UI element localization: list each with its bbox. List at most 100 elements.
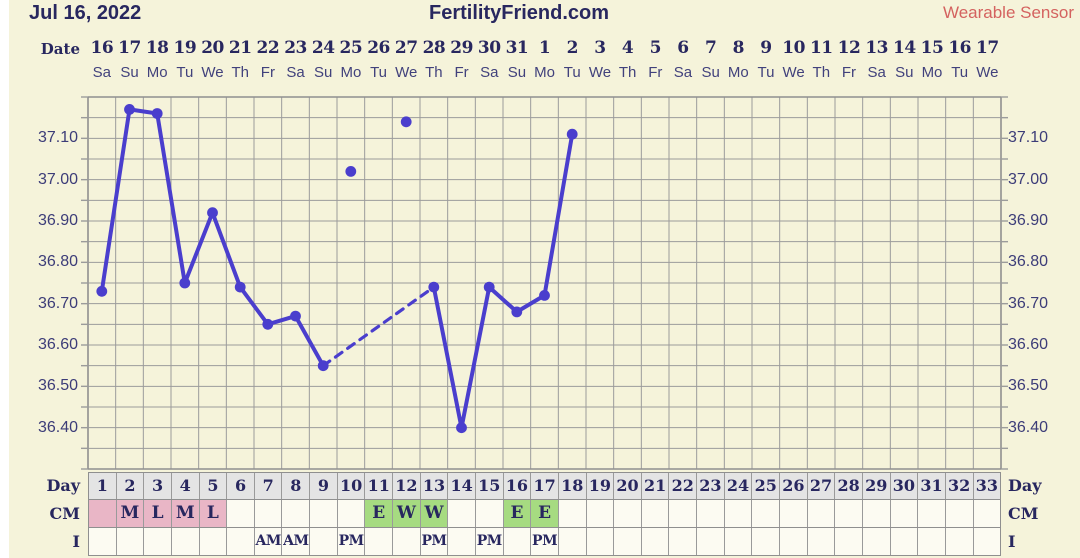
temp-point-day-15[interactable]: [483, 281, 495, 293]
day-cell-28[interactable]: 28: [835, 473, 863, 499]
cm-cell-23[interactable]: [697, 500, 725, 527]
cm-cell-25[interactable]: [752, 500, 781, 527]
cm-cell-10[interactable]: [337, 500, 366, 527]
cm-cell-20[interactable]: [614, 500, 642, 527]
day-cell-11[interactable]: 11: [365, 473, 394, 499]
cm-cell-5[interactable]: L: [199, 500, 228, 527]
day-cell-16[interactable]: 16: [503, 473, 532, 499]
cm-cell-2[interactable]: M: [116, 500, 145, 527]
intercourse-cell-10[interactable]: PM: [337, 528, 366, 555]
intercourse-cell-9[interactable]: [310, 528, 338, 555]
intercourse-cell-11[interactable]: [365, 528, 394, 555]
cm-cell-26[interactable]: [780, 500, 808, 527]
intercourse-cell-3[interactable]: [144, 528, 172, 555]
temp-point-day-3[interactable]: [151, 108, 163, 119]
day-cell-17[interactable]: 17: [531, 473, 559, 499]
temp-point-day-10[interactable]: [345, 166, 357, 177]
intercourse-cell-8[interactable]: AM: [282, 528, 311, 555]
day-cell-10[interactable]: 10: [337, 473, 366, 499]
day-cell-4[interactable]: 4: [171, 473, 200, 499]
intercourse-cell-23[interactable]: [697, 528, 725, 555]
intercourse-cell-20[interactable]: [614, 528, 642, 555]
intercourse-cell-31[interactable]: [918, 528, 946, 555]
cm-cell-3[interactable]: L: [144, 500, 172, 527]
intercourse-cell-19[interactable]: [586, 528, 615, 555]
temp-point-day-12[interactable]: [400, 116, 412, 128]
temp-point-day-6[interactable]: [234, 281, 246, 293]
day-cell-32[interactable]: 32: [945, 473, 974, 499]
temp-point-day-8[interactable]: [290, 310, 301, 322]
intercourse-cell-30[interactable]: [890, 528, 919, 555]
intercourse-cell-32[interactable]: [945, 528, 974, 555]
cm-cell-11[interactable]: E: [365, 500, 394, 527]
cm-cell-17[interactable]: E: [531, 500, 559, 527]
cm-cell-21[interactable]: [641, 500, 670, 527]
day-cell-13[interactable]: 13: [420, 473, 449, 499]
temp-point-day-7[interactable]: [262, 318, 274, 330]
intercourse-cell-17[interactable]: PM: [531, 528, 559, 555]
day-cell-30[interactable]: 30: [890, 473, 919, 499]
cm-cell-7[interactable]: [254, 500, 283, 527]
day-cell-21[interactable]: 21: [641, 473, 670, 499]
day-cell-25[interactable]: 25: [752, 473, 781, 499]
intercourse-cell-24[interactable]: [724, 528, 753, 555]
intercourse-cell-28[interactable]: [835, 528, 863, 555]
cm-cell-15[interactable]: [475, 500, 504, 527]
day-cell-12[interactable]: 12: [393, 473, 421, 499]
intercourse-cell-21[interactable]: [641, 528, 670, 555]
day-cell-26[interactable]: 26: [780, 473, 808, 499]
cm-cell-12[interactable]: W: [393, 500, 421, 527]
day-cell-29[interactable]: 29: [862, 473, 891, 499]
temp-point-day-17[interactable]: [539, 290, 550, 301]
cm-cell-30[interactable]: [890, 500, 919, 527]
intercourse-cell-5[interactable]: [199, 528, 228, 555]
cm-cell-8[interactable]: [282, 500, 311, 527]
cm-cell-13[interactable]: W: [420, 500, 449, 527]
day-cell-6[interactable]: 6: [227, 473, 255, 499]
day-cell-1[interactable]: 1: [89, 473, 117, 499]
intercourse-cell-12[interactable]: [393, 528, 421, 555]
cm-cell-4[interactable]: M: [171, 500, 200, 527]
cm-cell-29[interactable]: [862, 500, 891, 527]
intercourse-cell-27[interactable]: [807, 528, 836, 555]
day-cell-31[interactable]: 31: [918, 473, 946, 499]
day-cell-18[interactable]: 18: [558, 473, 587, 499]
day-cell-15[interactable]: 15: [475, 473, 504, 499]
intercourse-cell-7[interactable]: AM: [254, 528, 283, 555]
day-cell-24[interactable]: 24: [724, 473, 753, 499]
cm-cell-9[interactable]: [310, 500, 338, 527]
day-cell-23[interactable]: 23: [697, 473, 725, 499]
day-cell-19[interactable]: 19: [586, 473, 615, 499]
cm-cell-18[interactable]: [558, 500, 587, 527]
day-cell-3[interactable]: 3: [144, 473, 172, 499]
day-cell-14[interactable]: 14: [448, 473, 476, 499]
cm-cell-22[interactable]: [669, 500, 698, 527]
temp-point-day-1[interactable]: [96, 285, 108, 297]
temp-point-day-13[interactable]: [428, 281, 440, 293]
intercourse-cell-4[interactable]: [171, 528, 200, 555]
temp-point-day-5[interactable]: [207, 207, 218, 219]
intercourse-cell-13[interactable]: PM: [420, 528, 449, 555]
intercourse-cell-26[interactable]: [780, 528, 808, 555]
day-cell-33[interactable]: 33: [973, 473, 1001, 499]
intercourse-cell-2[interactable]: [116, 528, 145, 555]
cm-cell-32[interactable]: [945, 500, 974, 527]
day-cell-7[interactable]: 7: [254, 473, 283, 499]
cm-cell-6[interactable]: [227, 500, 255, 527]
intercourse-cell-25[interactable]: [752, 528, 781, 555]
cm-cell-1[interactable]: [89, 500, 117, 527]
temp-point-day-2[interactable]: [124, 104, 135, 115]
day-cell-20[interactable]: 20: [614, 473, 642, 499]
day-cell-5[interactable]: 5: [199, 473, 228, 499]
wearable-sensor-link[interactable]: Wearable Sensor: [942, 3, 1074, 22]
day-cell-2[interactable]: 2: [116, 473, 145, 499]
cm-cell-16[interactable]: E: [503, 500, 532, 527]
intercourse-cell-6[interactable]: [227, 528, 255, 555]
intercourse-cell-33[interactable]: [973, 528, 1001, 555]
intercourse-cell-18[interactable]: [558, 528, 587, 555]
cm-cell-28[interactable]: [835, 500, 863, 527]
intercourse-cell-15[interactable]: PM: [475, 528, 504, 555]
intercourse-cell-22[interactable]: [669, 528, 698, 555]
day-cell-27[interactable]: 27: [807, 473, 836, 499]
bbt-chart-plot[interactable]: [81, 96, 1008, 470]
